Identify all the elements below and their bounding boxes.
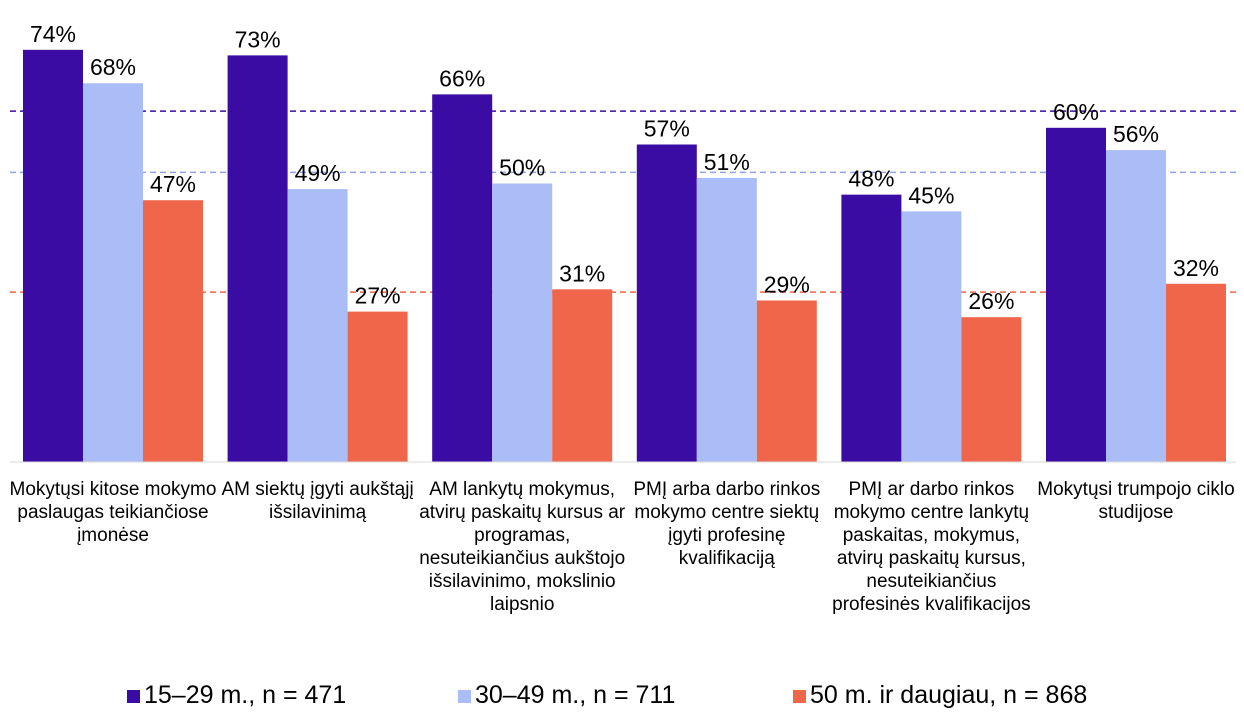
bar-30-49-6 [1106, 150, 1166, 462]
bar-30-49-2 [287, 189, 348, 462]
bar-chart: 74% 68% 47% 73% 49% 27% 66% 50% 31% 57% 51% 29% 48% 4… [10, 21, 1236, 463]
legend-item-30-49: 30–49 m., n = 711 [458, 680, 675, 710]
legend: 15–29 m., n = 471 30–49 m., n = 711 50 m… [0, 680, 1244, 714]
value-label-50-plus-6: 32% [1173, 255, 1219, 281]
value-label-30-49-1: 68% [90, 54, 136, 80]
value-labels: 74% 68% 47% 73% 49% 27% 66% 50% 31% 57% 51% 29% 48% 4… [30, 21, 1219, 314]
bar-15-29-4 [636, 144, 697, 462]
bar-50-plus-3 [552, 289, 613, 462]
value-label-30-49-2: 49% [295, 160, 341, 186]
category-label-5: PMĮ ar darbo rinkos mokymo centre lankyt… [832, 479, 1031, 615]
bar-50-plus-6 [1166, 283, 1226, 462]
value-label-50-plus-5: 26% [968, 288, 1014, 314]
bar-15-29-6 [1046, 127, 1106, 463]
bar-15-29-3 [432, 94, 493, 462]
bar-50-plus-5 [961, 317, 1022, 462]
value-label-30-49-5: 45% [908, 182, 954, 208]
legend-label-30-49: 30–49 m., n = 711 [475, 681, 676, 709]
value-label-50-plus-3: 31% [559, 260, 605, 286]
value-label-15-29-5: 48% [848, 166, 894, 192]
bar-30-49-4 [696, 177, 757, 462]
legend-label-50-plus: 50 m. ir daugiau, n = 868 [810, 681, 1088, 709]
bars [23, 49, 1226, 463]
value-label-50-plus-1: 47% [150, 171, 196, 197]
category-label-4: PMĮ arba darbo rinkos mokymo centre siek… [633, 479, 821, 569]
value-label-15-29-3: 66% [439, 65, 485, 91]
bar-30-49-3 [492, 183, 553, 462]
value-label-50-plus-2: 27% [355, 283, 401, 309]
bar-50-plus-1 [143, 200, 203, 462]
category-label-3: AM lankytų mokymus, atvirų paskaitų kurs… [419, 479, 626, 615]
bar-50-plus-4 [756, 300, 817, 462]
reference-lines [10, 110, 1236, 293]
bar-15-29-5 [841, 194, 902, 462]
legend-swatch-50-plus [793, 689, 806, 703]
legend-item-50-plus: 50 m. ir daugiau, n = 868 [793, 680, 1087, 710]
value-label-15-29-2: 73% [235, 26, 281, 52]
value-label-15-29-4: 57% [644, 116, 690, 142]
value-label-30-49-6: 56% [1113, 121, 1159, 147]
category-label-1: Mokytųsi kitose mokymo paslaugas teikian… [9, 479, 217, 546]
bar-15-29-1 [23, 49, 83, 462]
bar-15-29-2 [227, 55, 288, 462]
bar-30-49-5 [901, 211, 962, 462]
legend-label-15-29: 15–29 m., n = 471 [144, 681, 347, 709]
value-label-30-49-4: 51% [704, 149, 750, 175]
legend-swatch-15-29 [127, 689, 140, 703]
legend-swatch-30-49 [458, 689, 471, 703]
bar-50-plus-2 [347, 311, 408, 462]
value-label-15-29-1: 74% [30, 21, 76, 47]
value-label-30-49-3: 50% [499, 155, 545, 181]
legend-item-15-29: 15–29 m., n = 471 [127, 680, 346, 710]
value-label-15-29-6: 60% [1053, 99, 1099, 125]
category-label-2: AM siektų įgyti aukštąjį išsilavinimą [221, 479, 414, 523]
bar-30-49-1 [83, 83, 143, 463]
category-label-6: Mokytųsi trumpojo ciklo studijose [1037, 479, 1235, 523]
value-label-50-plus-4: 29% [764, 271, 810, 297]
